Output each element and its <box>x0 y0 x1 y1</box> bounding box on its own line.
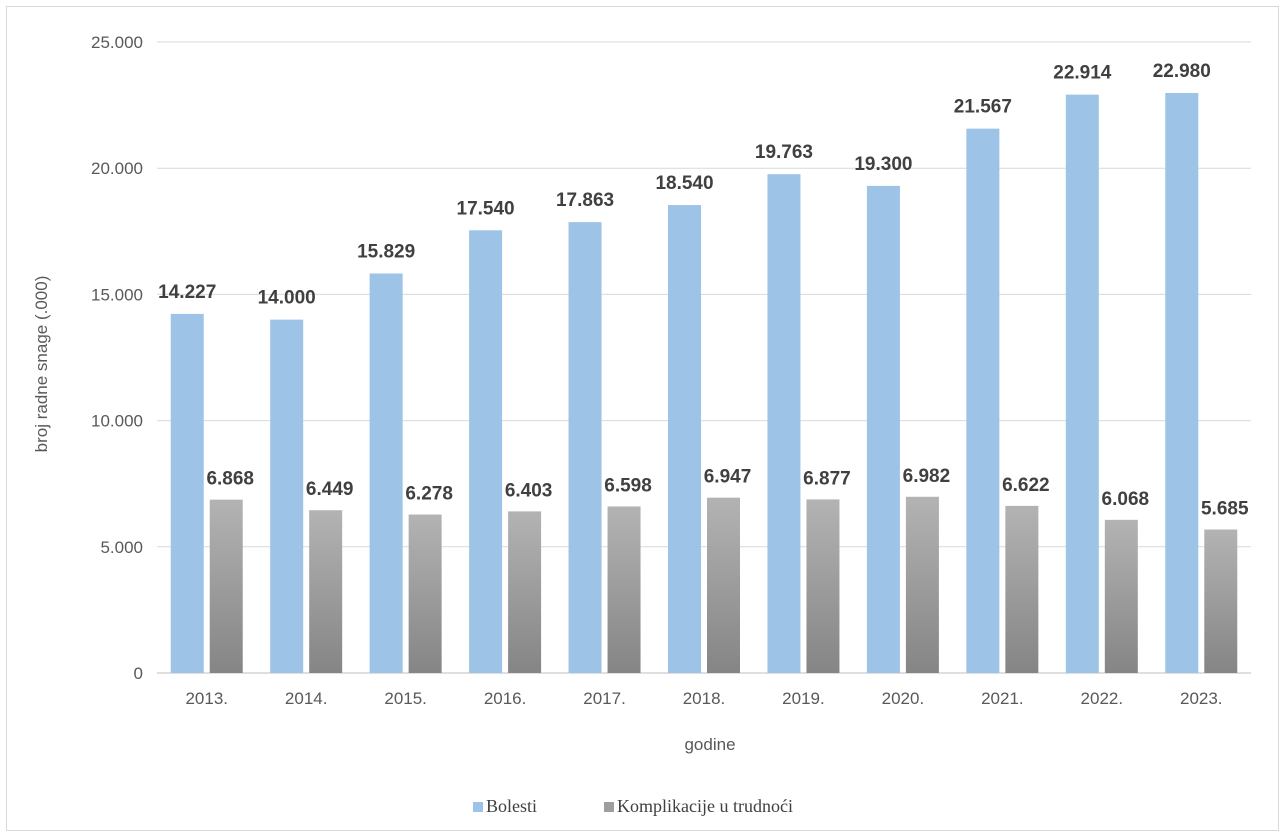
y-tick-label: 0 <box>134 664 143 683</box>
data-label-komplikacije: 6.449 <box>306 479 354 500</box>
data-label-bolesti: 14.000 <box>258 288 316 309</box>
x-tick-label: 2022. <box>1081 689 1124 708</box>
bar-komplikacije <box>508 511 542 673</box>
x-tick-label: 2016. <box>484 689 527 708</box>
data-label-komplikacije: 6.868 <box>206 469 254 490</box>
legend: Bolesti Komplikacije u trudnoći <box>473 796 793 816</box>
x-tick-label: 2020. <box>882 689 925 708</box>
x-tick-label: 2013. <box>185 689 228 708</box>
data-label-bolesti: 15.829 <box>357 241 415 262</box>
data-labels: 14.227 6.868 14.000 6.449 15.829 6.278 17.540 6… <box>158 61 1249 520</box>
legend-label-komplikacije: Komplikacije u trudnoći <box>617 796 793 816</box>
data-label-bolesti: 21.567 <box>954 97 1012 118</box>
bar-komplikacije <box>1104 519 1138 673</box>
y-tick-label: 5.000 <box>100 538 143 557</box>
bar-bolesti <box>170 313 204 673</box>
data-label-komplikacije: 6.877 <box>803 468 851 489</box>
data-label-bolesti: 19.763 <box>755 142 813 163</box>
legend-swatch-komplikacije <box>604 802 614 812</box>
data-label-bolesti: 22.980 <box>1153 61 1211 82</box>
data-label-bolesti: 14.227 <box>158 282 216 303</box>
y-tick-label: 25.000 <box>91 33 143 52</box>
bar-komplikacije <box>309 510 343 673</box>
bar-bolesti <box>1165 92 1199 673</box>
x-axis-title: godine <box>684 735 735 754</box>
bar-komplikacije <box>209 499 243 673</box>
data-label-bolesti: 17.540 <box>457 198 515 219</box>
bar-bolesti <box>369 273 403 673</box>
bar-komplikacije <box>408 514 442 673</box>
bar-bolesti <box>866 185 900 674</box>
y-axis-title: broj radne snage (.000) <box>32 276 51 453</box>
data-label-bolesti: 22.914 <box>1053 63 1112 84</box>
bar-bolesti <box>469 230 503 673</box>
bar-bolesti <box>966 128 1000 673</box>
x-tick-label: 2014. <box>285 689 328 708</box>
y-tick-label: 10.000 <box>91 412 143 431</box>
legend-swatch-bolesti <box>473 802 483 812</box>
bar-bolesti <box>270 319 304 673</box>
data-label-bolesti: 18.540 <box>655 173 713 194</box>
bar-bolesti <box>1065 94 1099 674</box>
data-label-komplikacije: 6.598 <box>604 475 652 496</box>
data-label-komplikacije: 6.278 <box>405 484 453 505</box>
bar-komplikacije <box>905 496 939 673</box>
data-label-komplikacije: 6.403 <box>505 480 553 501</box>
data-label-bolesti: 17.863 <box>556 190 614 211</box>
bar-komplikacije <box>1005 505 1039 673</box>
data-label-bolesti: 19.300 <box>854 154 912 175</box>
data-label-komplikacije: 6.068 <box>1102 489 1150 510</box>
bar-chart: 0 5.000 10.000 15.000 20.000 25.000 14.227 6.8… <box>32 33 1251 816</box>
y-axis-ticks: 0 5.000 10.000 15.000 20.000 25.000 <box>91 33 143 683</box>
data-label-komplikacije: 6.947 <box>704 467 752 488</box>
bar-bolesti <box>767 174 801 673</box>
bar-bolesti <box>568 222 602 673</box>
bar-komplikacije <box>707 497 740 673</box>
x-tick-label: 2023. <box>1180 689 1223 708</box>
bar-komplikacije <box>607 506 641 673</box>
bar-bolesti <box>668 205 701 673</box>
legend-label-bolesti: Bolesti <box>486 796 537 816</box>
x-tick-label: 2018. <box>683 689 726 708</box>
y-tick-label: 15.000 <box>91 285 143 304</box>
data-label-komplikacije: 6.622 <box>1002 475 1050 496</box>
x-tick-label: 2019. <box>782 689 825 708</box>
chart-frame: 0 5.000 10.000 15.000 20.000 25.000 14.227 6.8… <box>6 6 1279 831</box>
x-axis-ticks: 2013. 2014. 2015. 2016. 2017. 2018. 2019. 2020.… <box>185 689 1222 708</box>
bar-komplikacije <box>1204 529 1238 673</box>
bar-komplikacije <box>806 499 840 673</box>
x-tick-label: 2017. <box>583 689 626 708</box>
data-label-komplikacije: 6.982 <box>903 466 951 487</box>
x-tick-label: 2021. <box>981 689 1024 708</box>
bars <box>170 92 1238 674</box>
y-tick-label: 20.000 <box>91 159 143 178</box>
x-tick-label: 2015. <box>384 689 427 708</box>
data-label-komplikacije: 5.685 <box>1201 499 1249 520</box>
